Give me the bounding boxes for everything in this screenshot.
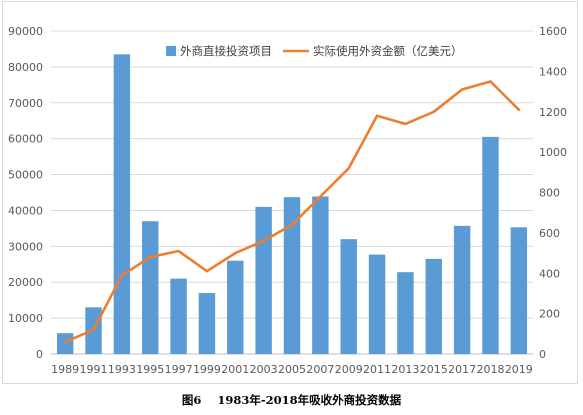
line-point	[92, 328, 95, 331]
x-axis-tick-label: 2017	[448, 363, 476, 376]
legend-bar-swatch	[166, 46, 176, 56]
line-point	[262, 239, 265, 243]
line-point	[177, 249, 180, 253]
x-axis-tick-label: 2003	[250, 363, 278, 376]
x-axis-tick-label: 1993	[108, 363, 136, 376]
line-point	[375, 114, 379, 117]
bar	[56, 333, 74, 354]
line-point	[347, 167, 350, 170]
line-point	[404, 122, 407, 126]
x-axis-tick-label: 2015	[420, 363, 448, 376]
legend-bar-label: 外商直接投资项目	[180, 44, 272, 58]
bar	[340, 239, 357, 354]
left-axis-tick-label: 90000	[8, 25, 43, 38]
left-axis-tick-label: 50000	[8, 169, 43, 182]
x-axis-tick-label: 2001	[221, 363, 249, 376]
line-point	[290, 223, 294, 226]
bar	[368, 254, 386, 354]
legend: 外商直接投资项目 实际使用外资金额（亿美元）	[166, 44, 463, 58]
bar	[397, 272, 414, 354]
line-point	[120, 274, 124, 277]
line-point	[489, 80, 492, 83]
x-axis-tick-label: 1995	[136, 363, 164, 376]
line-point	[517, 108, 521, 111]
bar	[113, 54, 131, 354]
left-axis-tick-label: 0	[36, 348, 43, 361]
line-series	[63, 80, 521, 344]
x-axis-tick-labels: 1989 1991 1993 1995 1997 1999 2001 2003 2005 2007…	[51, 363, 533, 376]
bar	[283, 197, 301, 354]
bar	[198, 292, 216, 354]
x-axis-tick-label: 2009	[335, 363, 363, 376]
left-axis-tick-label: 40000	[8, 204, 43, 217]
bar	[425, 258, 442, 354]
right-axis-tick-label: 1000	[539, 146, 567, 159]
line-point	[205, 270, 209, 273]
line-point	[460, 88, 464, 91]
right-axis-tick-labels: 0 200 400 600 800 1000 1200 1400 1600	[539, 25, 567, 361]
x-axis-tick-label: 2019	[505, 363, 533, 376]
x-axis-tick-label: 2007	[306, 363, 334, 376]
bar	[170, 278, 187, 354]
bar	[255, 206, 272, 354]
right-axis-tick-label: 600	[539, 227, 560, 240]
left-axis-tick-labels: 0 10000 20000 30000 40000 50000 60000 70000 8000…	[8, 25, 43, 361]
line-point	[319, 195, 322, 198]
bar	[510, 227, 528, 354]
left-axis-tick-label: 60000	[8, 133, 43, 146]
line-point	[63, 340, 67, 344]
x-axis-tick-label: 2011	[363, 363, 391, 376]
right-axis-tick-label: 400	[539, 267, 560, 280]
left-axis-tick-label: 70000	[8, 97, 43, 110]
left-axis-tick-label: 80000	[8, 61, 43, 74]
line-point	[432, 110, 435, 113]
bar	[227, 260, 244, 354]
left-axis-tick-label: 10000	[8, 312, 43, 325]
right-axis-tick-label: 800	[539, 187, 560, 200]
right-axis-tick-label: 200	[539, 308, 560, 321]
gridlines	[51, 30, 533, 355]
x-axis-tick-label: 2013	[391, 363, 419, 376]
left-axis-tick-label: 30000	[8, 240, 43, 253]
legend-line-label: 实际使用外资金额（亿美元）	[313, 44, 463, 58]
right-axis-tick-label: 1200	[539, 106, 567, 119]
right-axis-tick-label: 0	[539, 348, 546, 361]
bar	[453, 225, 471, 354]
x-axis-tick-label: 2018	[476, 363, 504, 376]
x-axis-tick-label: 1989	[51, 363, 79, 376]
bar-series	[56, 54, 528, 354]
left-axis-tick-label: 20000	[8, 276, 43, 289]
right-axis-tick-label: 1600	[539, 25, 567, 38]
bar	[312, 196, 329, 354]
figure-caption: 图6 1983年-2018年吸收外商投资数据	[181, 393, 402, 407]
bar	[482, 136, 499, 354]
right-axis-tick-label: 1400	[539, 65, 567, 78]
x-axis-tick-label: 1999	[193, 363, 221, 376]
combo-chart: 0100002000030000400005000060000700008000…	[8, 25, 567, 376]
x-axis-tick-label: 2005	[278, 363, 306, 376]
line-point	[149, 255, 152, 259]
x-axis-tick-label: 1991	[80, 363, 108, 376]
line-point	[234, 251, 237, 255]
x-axis-tick-label: 1997	[165, 363, 193, 376]
bar	[142, 221, 159, 354]
